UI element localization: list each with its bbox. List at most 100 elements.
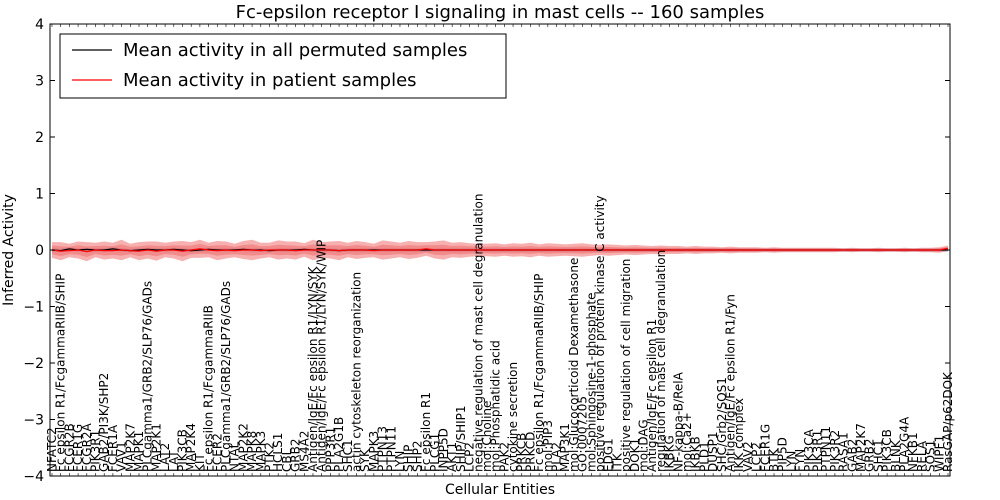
entity-label: LCP2 — [463, 442, 477, 472]
entity-label: LAT — [167, 450, 181, 472]
entity-label: MAP2K7 — [854, 423, 868, 472]
entity-label: Fc epsilon R1/FcgammaRIIB/SHIP — [54, 274, 68, 472]
entity-label: FYN — [793, 449, 807, 472]
entity-label: VAV2 — [741, 441, 755, 472]
entity-label: Antigen/IgE/Fc epsilon R1/LYN/SYK/WIP — [315, 240, 329, 472]
entity-label: IKBKB — [689, 436, 703, 472]
entity-label: Fc epsilon R1/FcgammaRIIB/SHIP — [532, 274, 546, 472]
entity-label: PAK2 — [497, 442, 511, 472]
entity-label: MAPK8 — [245, 431, 259, 472]
entity-label: PIK3R1 — [89, 430, 103, 472]
entity-label: LYN — [784, 451, 798, 472]
entity-label: EDG1 — [602, 438, 616, 472]
y-tick-label: 3 — [35, 74, 44, 90]
entity-label: MAPK3 — [254, 431, 268, 472]
y-tick-label: −2 — [23, 356, 44, 372]
entity-label: MAP2K2 — [236, 423, 250, 472]
entity-label: PRKCD — [523, 432, 537, 472]
entity-label: Fc epsilon R1/FcgammaRIIB — [202, 305, 216, 472]
entity-label: Antigen/IgE/Fc epsilon R1 — [645, 319, 659, 472]
entity-label: PIK3CB — [176, 429, 190, 472]
legend: Mean activity in all permuted samples Me… — [59, 33, 507, 99]
entity-label: PLCgamma1/GRB2/SLP76/GADs — [141, 281, 155, 472]
entity-label: IKK complex — [732, 398, 746, 472]
entity-label: LYN — [393, 451, 407, 472]
entity-label: MAPK1 — [132, 431, 146, 472]
entity-label: mol:Glucocorticoid Dexamethasone — [567, 258, 581, 472]
entity-label: SHIP/SHIP1 — [454, 405, 468, 472]
y-tick-label: −4 — [23, 469, 44, 485]
y-axis-label: Inferred Activity — [1, 194, 17, 306]
entity-label: GRB2 — [863, 438, 877, 472]
legend-label-patient: Mean activity in patient samples — [123, 70, 417, 91]
entity-label: Antigen/IgE/Fc epsilon R1/Fyn — [724, 294, 738, 472]
entity-label: WIPF1 — [932, 435, 946, 472]
entity-label: MAPK3 — [367, 431, 381, 472]
entity-label: positive regulation of protein kinase C … — [593, 195, 607, 472]
entity-label: PTPN13 — [376, 426, 390, 472]
entity-label: PPP3R1 — [323, 427, 337, 472]
entity-label: VAV1 — [115, 441, 129, 472]
entity-label: PTPN11 — [384, 426, 398, 472]
entity-label: IKBKG — [663, 435, 677, 472]
entity-label: RasGAP/p62DOK — [941, 371, 955, 472]
entity-label: LAT2 — [158, 443, 172, 472]
entity-label: mol:Sphingosine-1-phosphate — [584, 293, 598, 473]
entity-label: PIK3R2 — [828, 430, 842, 472]
entity-label: FCER2 — [210, 433, 224, 472]
entity-label: PIK3CB — [880, 429, 894, 472]
entity-label: GRB2 — [289, 438, 303, 472]
entity-label: MAP2K4 — [184, 423, 198, 472]
entity-label: PRKCB — [515, 433, 529, 472]
entity-label: FCER1G — [71, 424, 85, 472]
entity-label: mol:Phosphatidic acid — [489, 340, 503, 472]
entity-label: DOK1 — [628, 438, 642, 472]
y-axis: −4 −3 −2 −1 0 1 2 3 4 — [23, 17, 950, 485]
entity-label: actin cytoskeleton reorganization — [350, 272, 364, 472]
entity-label: INPP5D — [437, 428, 451, 472]
entity-label: PLCgamma1/GRB2/SLP76/GADs — [219, 281, 233, 472]
entity-label: PLA2G4A — [898, 416, 912, 472]
entity-label: NF-kappa-B/RelA — [671, 371, 685, 472]
series-lines — [51, 247, 949, 253]
entity-label: PTPN11 — [819, 426, 833, 472]
entity-label: PLCG1 — [428, 433, 442, 472]
entity-label: FCER1A — [106, 424, 120, 472]
entity-label: SHC1 — [871, 439, 885, 472]
y-tick-label: 4 — [35, 17, 44, 33]
entity-label: SHIP — [402, 445, 416, 472]
legend-box — [59, 33, 507, 99]
entity-label: regulation of mast cell degranulation — [654, 250, 668, 472]
entity-label: DUSP1 — [706, 431, 720, 472]
entity-label: mol:DAG — [637, 419, 651, 472]
x-axis-label: Cellular Entities — [445, 482, 555, 498]
entity-label: MAP3K1 — [558, 423, 572, 472]
y-tick-label: −1 — [23, 300, 44, 316]
entity-label: MAP2K1 — [149, 423, 163, 472]
entity-label: NFKB1 — [906, 432, 920, 472]
entity-label: GO:0007205 — [576, 396, 590, 472]
entity-label: MS4A2 — [297, 431, 311, 472]
entity-label: RELA — [915, 440, 929, 472]
entity-label: KIT — [193, 453, 207, 472]
entity-label: SHP2 — [410, 440, 424, 472]
entity-label: SHC/Grb2/SOS1 — [715, 377, 729, 472]
entity-label: PLD1 — [697, 441, 711, 472]
entity-label: MAP2K7 — [123, 423, 137, 472]
entity-label: SOS1 — [924, 440, 938, 472]
entity-label: FCER1G — [758, 424, 772, 472]
entity-label: mol:Ca2+ — [680, 412, 694, 472]
entity-label: PIK3CA — [802, 428, 816, 472]
y-tick-label: 1 — [35, 187, 44, 203]
entity-label: PTK2 — [263, 442, 277, 472]
entity-label: FCGR2B — [62, 423, 76, 472]
entity-label: negative regulation of mast cell degranu… — [471, 193, 485, 472]
entity-label: SYK — [358, 448, 372, 472]
x-axis — [51, 24, 949, 476]
entity-label: GAB2 — [845, 439, 859, 472]
entity-label: PLA2 — [550, 442, 564, 472]
entity-label: BLNK — [889, 439, 903, 472]
entity-label: PLA2G1B — [332, 417, 346, 472]
